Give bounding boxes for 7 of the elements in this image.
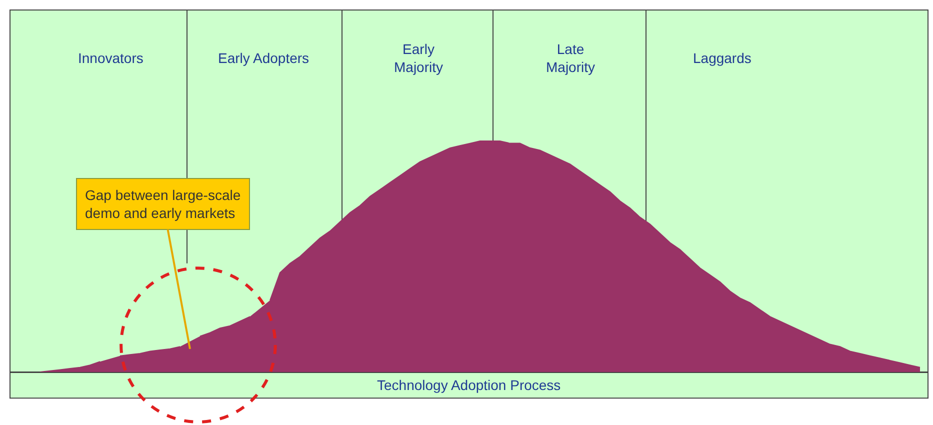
text: Early Majority — [394, 41, 444, 76]
annotation: Gap between large-scale demo and early markets — [85, 187, 241, 222]
text: Laggards — [693, 50, 752, 66]
text: Early Adopters — [218, 50, 310, 66]
text: Late Majority — [546, 41, 596, 76]
x-axis-title: Technology Adoption Process — [377, 377, 561, 393]
text: Innovators — [78, 50, 144, 66]
